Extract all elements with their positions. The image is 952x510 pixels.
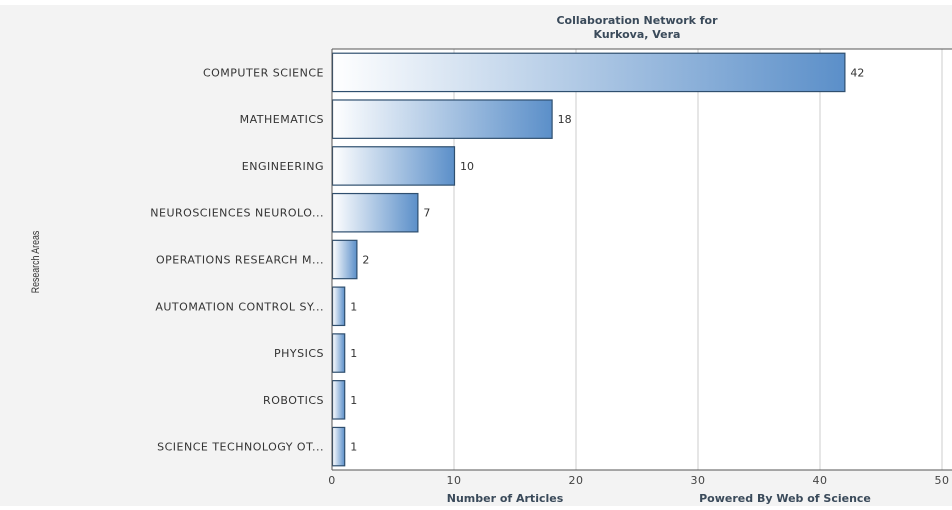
bar[interactable] — [331, 192, 419, 233]
bar-value-label: 42 — [850, 66, 864, 79]
category-label: ENGINEERING — [242, 160, 324, 173]
bar[interactable] — [331, 380, 346, 420]
bar-value-label: 10 — [460, 160, 474, 173]
powered-by-credit: Powered By Web of Science — [699, 492, 871, 505]
bar[interactable] — [331, 426, 346, 467]
bar[interactable] — [331, 146, 456, 186]
bar-value-label: 7 — [423, 207, 430, 220]
category-label: AUTOMATION CONTROL SY... — [155, 300, 324, 313]
bar[interactable] — [331, 239, 358, 280]
bar-value-label: 1 — [350, 441, 357, 454]
x-tick-label: 20 — [569, 474, 584, 487]
x-axis-title: Number of Articles — [447, 492, 564, 505]
category-label: COMPUTER SCIENCE — [203, 66, 324, 79]
chart-title: Collaboration Network for — [556, 14, 718, 27]
bar[interactable] — [331, 333, 346, 373]
category-label: SCIENCE TECHNOLOGY OT... — [157, 441, 324, 454]
bar-value-label: 1 — [350, 300, 357, 313]
bar-value-label: 1 — [350, 347, 357, 360]
chart-subtitle: Kurkova, Vera — [594, 28, 681, 41]
category-label: MATHEMATICS — [240, 113, 324, 126]
category-label: NEUROSCIENCES NEUROLO... — [150, 207, 324, 220]
category-labels: COMPUTER SCIENCE MATHEMATICS ENGINEERING NE… — [150, 66, 324, 454]
x-tick-labels: 0 10 20 30 40 50 — [328, 474, 949, 487]
x-tick-label: 50 — [935, 474, 950, 487]
bar[interactable] — [331, 52, 846, 93]
x-tick-label: 30 — [691, 474, 706, 487]
bar-value-label: 1 — [350, 394, 357, 407]
x-tick-label: 10 — [447, 474, 462, 487]
bars: 42 18 10 7 2 1 1 1 1 — [331, 52, 864, 467]
category-label: ROBOTICS — [263, 394, 324, 407]
y-axis-title: Research Areas — [30, 231, 42, 294]
category-label: OPERATIONS RESEARCH M... — [156, 254, 324, 267]
bar-value-label: 2 — [362, 254, 369, 267]
x-tick-label: 40 — [813, 474, 828, 487]
bar[interactable] — [331, 286, 346, 327]
category-label: PHYSICS — [274, 347, 324, 360]
x-tick-label: 0 — [328, 474, 336, 487]
bar-value-label: 18 — [558, 113, 572, 126]
bar[interactable] — [331, 99, 553, 139]
